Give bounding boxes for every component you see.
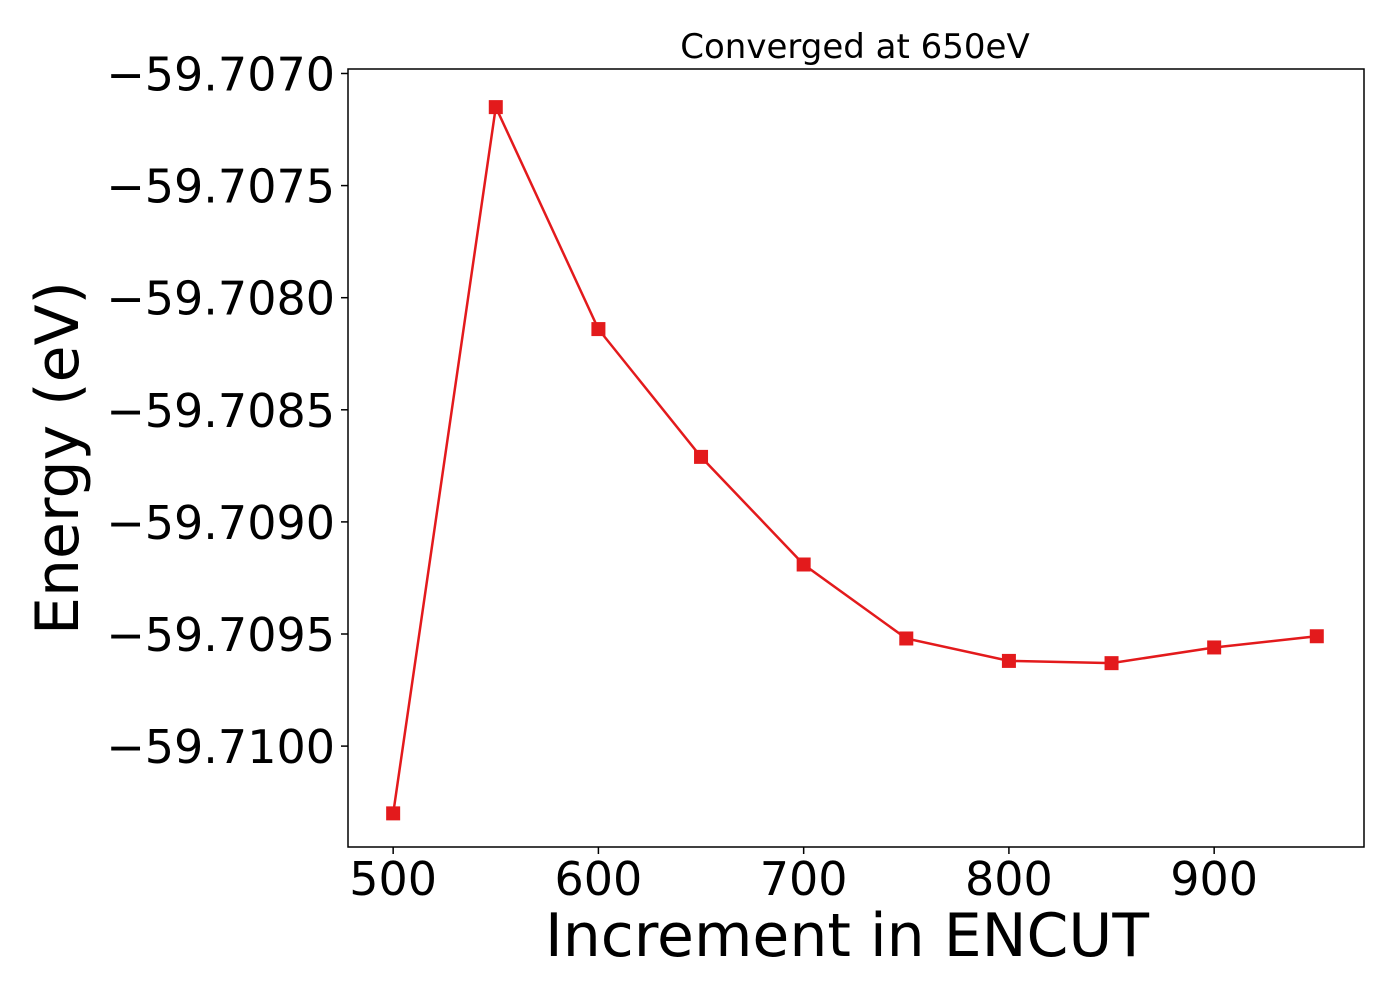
series-layer bbox=[386, 100, 1324, 821]
data-point-marker bbox=[488, 100, 503, 115]
x-axis-ticks: 500 600 700 800 900 bbox=[349, 847, 1258, 906]
y-tick-label: −59.7095 bbox=[106, 608, 335, 662]
data-point-marker bbox=[386, 806, 401, 821]
y-tick-label: −59.7085 bbox=[106, 384, 335, 438]
series-line bbox=[391, 102, 1317, 814]
x-tick-label: 600 bbox=[555, 852, 643, 906]
x-tick-label: 900 bbox=[1170, 852, 1258, 906]
x-tick-label: 700 bbox=[760, 852, 848, 906]
data-point-marker bbox=[1309, 629, 1324, 644]
data-point-marker bbox=[796, 557, 811, 572]
x-tick-label: 800 bbox=[965, 852, 1053, 906]
data-point-marker bbox=[1104, 656, 1119, 671]
data-point-marker bbox=[1207, 640, 1222, 655]
data-point-marker bbox=[899, 631, 914, 646]
chart-title: Converged at 650eV bbox=[680, 27, 1029, 67]
y-axis-title: Energy (eV) bbox=[23, 281, 93, 635]
y-tick-label: −59.7070 bbox=[106, 47, 335, 101]
x-tick-label: 500 bbox=[349, 852, 437, 906]
data-point-marker bbox=[694, 449, 709, 464]
plot-area-frame bbox=[347, 68, 1365, 848]
y-tick-label: −59.7090 bbox=[106, 496, 335, 550]
y-tick-label: −59.7080 bbox=[106, 272, 335, 326]
data-point-marker bbox=[591, 322, 606, 337]
data-point-marker bbox=[1001, 653, 1016, 668]
y-tick-label: −59.7075 bbox=[106, 160, 335, 214]
x-axis-title: Increment in ENCUT bbox=[545, 901, 1149, 971]
y-axis-ticks: −59.7070 −59.7075 −59.7080 −59.7085 −59.7090… bbox=[106, 47, 348, 774]
y-tick-label: −59.7100 bbox=[106, 720, 335, 774]
